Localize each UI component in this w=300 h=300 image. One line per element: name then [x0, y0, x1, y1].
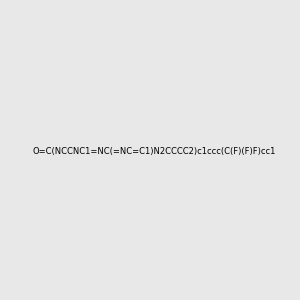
Text: O=C(NCCNC1=NC(=NC=C1)N2CCCC2)c1ccc(C(F)(F)F)cc1: O=C(NCCNC1=NC(=NC=C1)N2CCCC2)c1ccc(C(F)(… — [32, 147, 275, 156]
